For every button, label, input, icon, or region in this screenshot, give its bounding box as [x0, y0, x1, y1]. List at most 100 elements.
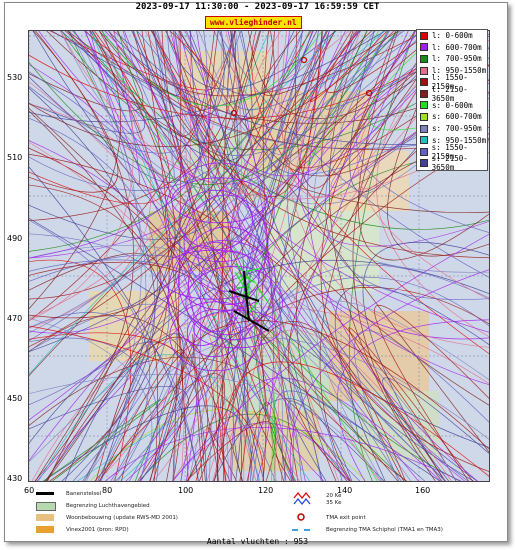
runway-swatch [36, 492, 54, 495]
legend-label: l: 700-950m [432, 54, 482, 64]
legend-swatch [420, 31, 428, 40]
flight-track [186, 421, 276, 481]
flight-track [320, 31, 489, 472]
flight-track [29, 317, 153, 481]
flight-track [29, 107, 399, 481]
flight-track [29, 31, 144, 112]
flight-track [125, 31, 409, 481]
flight-count: Aantal vluchten : 953 [206, 537, 309, 546]
holding-track [158, 249, 267, 300]
flight-track [29, 254, 261, 481]
legend-swatch [420, 78, 428, 87]
legend-swatch [420, 66, 428, 75]
flight-track [254, 31, 399, 481]
flight-track [154, 31, 176, 182]
flight-track [166, 31, 336, 90]
flight-track [173, 318, 412, 481]
flight-track [29, 31, 146, 134]
airport-swatch [36, 502, 56, 511]
contour-icon [293, 492, 311, 505]
flight-track [243, 31, 337, 111]
vinex-swatch [36, 526, 54, 533]
ground-track [244, 300, 260, 320]
flight-track [172, 422, 351, 481]
flight-track [69, 31, 147, 481]
runway-label: Banenstelsel [66, 491, 102, 497]
legend-label: l: 2150-3650m [431, 84, 468, 103]
flight-track [29, 332, 208, 481]
flight-track [287, 31, 402, 481]
holding-track [178, 189, 253, 250]
flight-track [73, 31, 142, 481]
flight-track [29, 31, 176, 319]
legend-entry: s: 950-1550m [417, 134, 487, 146]
flight-track [261, 31, 399, 96]
legend-label: s: 2150-3650m [431, 154, 468, 173]
holding-track [193, 309, 281, 349]
flight-track [38, 353, 261, 481]
x-tick-100: 100 [178, 486, 194, 495]
flight-track [97, 31, 243, 481]
tma-exit-point [365, 89, 373, 97]
flight-track [223, 361, 489, 481]
airport-label: Begrenzing Luchthavengebied [66, 503, 150, 509]
flight-track [29, 31, 170, 205]
flight-track [29, 31, 401, 342]
flight-track [85, 31, 325, 481]
legend-entry: s: 0-600m [417, 100, 487, 112]
flight-track [289, 269, 489, 481]
legend-label: l: 0-600m [432, 31, 473, 41]
flight-track [382, 377, 489, 481]
flight-track [136, 31, 343, 481]
flight-track [336, 319, 489, 481]
flight-track [99, 31, 236, 481]
flight-track [265, 31, 489, 175]
holding-track [175, 240, 273, 311]
flight-track [29, 253, 162, 481]
x-tick-80: 80 [102, 486, 113, 495]
tma-exit-label: TMA exit point [326, 515, 366, 521]
tma-border-swatch [292, 529, 310, 531]
flight-track [29, 312, 199, 481]
holding-track [171, 177, 268, 224]
flight-track [29, 31, 463, 462]
flight-track [283, 377, 295, 481]
flight-track [29, 31, 395, 147]
flight-track [121, 320, 489, 481]
x-tick-60: 60 [24, 486, 35, 495]
legend-swatch [420, 89, 428, 98]
legend-entry: l: 700-950m [417, 53, 487, 65]
flight-track [67, 31, 253, 162]
flight-track [287, 400, 385, 481]
legend-label: l: 1550-2150m [431, 73, 468, 92]
flight-track [241, 31, 328, 481]
flight-track [29, 219, 150, 481]
flight-track [208, 427, 237, 481]
flight-track [64, 259, 489, 481]
vinex-label: Vinex2001 (bron: RPD) [66, 527, 129, 533]
x-tick-120: 120 [258, 486, 274, 495]
flight-track [329, 31, 436, 481]
flight-track [206, 329, 280, 481]
flight-track [29, 81, 381, 481]
flight-track [137, 137, 489, 481]
legend-label: s: 950-1550m [432, 135, 487, 145]
flight-track [29, 166, 199, 481]
legend-entry: s: 1550-2150m [417, 143, 487, 161]
flight-track [348, 327, 474, 481]
flight-track-map[interactable] [28, 30, 490, 482]
flight-track [29, 31, 223, 319]
flight-track [29, 147, 242, 481]
track-canvas [29, 31, 489, 481]
flight-track [29, 245, 457, 481]
flight-track [262, 31, 299, 481]
site-link[interactable]: www.vlieghinder.nl [205, 16, 302, 29]
y-tick-470: 470 [7, 314, 23, 323]
flight-track [29, 71, 322, 481]
legend-label: s: 600-700m [432, 112, 482, 122]
holding-track [200, 250, 260, 305]
flight-track [45, 337, 219, 481]
legend-swatch [420, 159, 428, 168]
flight-track [29, 373, 382, 481]
flight-track [29, 259, 302, 481]
